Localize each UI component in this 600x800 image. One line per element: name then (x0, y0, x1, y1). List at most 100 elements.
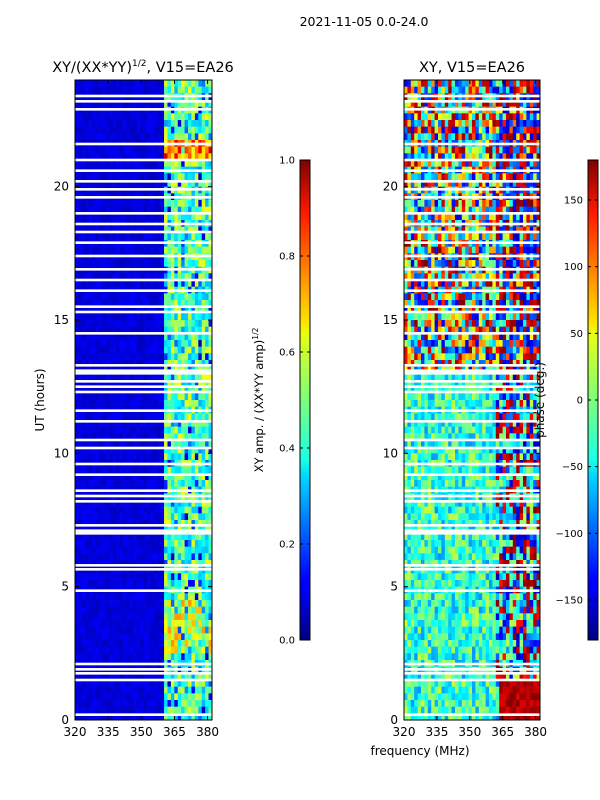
heatmap-cell (201, 646, 206, 654)
heatmap-cell (167, 633, 172, 641)
heatmap-cell (455, 113, 459, 121)
heatmap-cell (98, 260, 103, 268)
heatmap-cell (441, 146, 446, 154)
heatmap-cell (133, 173, 138, 181)
heatmap-cell (88, 133, 93, 141)
heatmap-cell (170, 133, 175, 141)
heatmap-cell (194, 386, 199, 394)
heatmap-cell (502, 120, 507, 128)
heatmap-cell (109, 466, 114, 474)
heatmap-cell (140, 706, 144, 714)
heatmap-cell (119, 553, 124, 561)
heatmap-cell (160, 160, 165, 168)
heatmap-cell (167, 506, 172, 514)
heatmap-cell (143, 400, 148, 408)
heatmap-cell (78, 606, 83, 614)
heatmap-cell (153, 713, 158, 721)
heatmap-cell (177, 246, 182, 254)
heatmap-cell (102, 213, 107, 221)
heatmap-cell (102, 693, 107, 701)
heatmap-cell (174, 686, 179, 694)
heatmap-cell (502, 246, 507, 254)
heatmap-cell (88, 433, 93, 441)
heatmap-cell (81, 360, 86, 368)
heatmap-cell (184, 506, 189, 514)
heatmap-cell (143, 686, 148, 694)
heatmap-cell (421, 233, 425, 241)
heatmap-cell (414, 120, 419, 128)
heatmap-cell (519, 126, 524, 134)
heatmap-cell (85, 213, 90, 221)
heatmap-cell (102, 160, 107, 168)
heatmap-cell (427, 206, 432, 214)
heatmap-cell (208, 153, 213, 161)
heatmap-cell (407, 246, 412, 254)
heatmap-cell (194, 146, 199, 154)
heatmap-cell (122, 126, 127, 134)
heatmap-cell (458, 133, 463, 141)
heatmap-cell (427, 146, 432, 154)
heatmap-cell (143, 706, 148, 714)
heatmap-cell (468, 120, 473, 128)
heatmap-cell (133, 233, 138, 241)
heatmap-cell (205, 680, 210, 688)
heatmap-cell (160, 713, 165, 721)
heatmap-cell (188, 393, 192, 401)
heatmap-cell (150, 320, 155, 328)
heatmap-cell (143, 640, 148, 648)
heatmap-cell (78, 713, 83, 721)
heatmap-cell (95, 573, 100, 581)
heatmap-cell (170, 300, 175, 308)
heatmap-cell (105, 440, 110, 448)
heatmap-cell (146, 226, 151, 234)
heatmap-cell (157, 153, 162, 161)
heatmap-cell (184, 133, 189, 141)
heatmap-cell (140, 280, 144, 288)
heatmap-cell (109, 626, 114, 634)
heatmap-cell (164, 233, 168, 241)
heatmap-cell (153, 513, 158, 521)
heatmap-cell (191, 593, 196, 601)
heatmap-cell (181, 533, 186, 541)
heatmap-cell (146, 126, 151, 134)
heatmap-cell (75, 346, 79, 354)
heatmap-cell (174, 313, 179, 321)
heatmap-cell (421, 206, 425, 214)
heatmap-cell (160, 546, 165, 554)
heatmap-cell (444, 226, 449, 234)
heatmap-cell (424, 180, 429, 188)
heatmap-cell (427, 213, 432, 221)
heatmap-cell (174, 200, 179, 208)
heatmap-cell (105, 206, 110, 214)
heatmap-cell (143, 646, 148, 654)
heatmap-cell (492, 213, 497, 221)
heatmap-cell (177, 693, 182, 701)
heatmap-cell (208, 633, 213, 641)
heatmap-cell (88, 446, 93, 454)
heatmap-cell (201, 320, 206, 328)
heatmap-cell (191, 686, 196, 694)
heatmap-cell (75, 700, 79, 708)
heatmap-cell (105, 520, 110, 528)
heatmap-cell (421, 160, 425, 168)
heatmap-cell (116, 400, 121, 408)
heatmap-cell (157, 320, 162, 328)
heatmap-cell (98, 146, 103, 154)
heatmap-cell (95, 246, 100, 254)
heatmap-cell (160, 573, 165, 581)
y-tick-label: 10 (54, 446, 69, 460)
heatmap-cell (95, 700, 100, 708)
heatmap-cell (95, 113, 100, 121)
heatmap-cell (116, 146, 121, 154)
heatmap-cell (177, 260, 182, 268)
heatmap-cell (198, 626, 203, 634)
heatmap-cell (150, 346, 155, 354)
heatmap-cell (208, 380, 213, 388)
heatmap-cell (461, 200, 466, 208)
heatmap-cell (143, 520, 148, 528)
heatmap-cell (143, 300, 148, 308)
heatmap-cell (146, 293, 151, 301)
heatmap-cell (181, 306, 186, 314)
heatmap-cell (489, 120, 493, 128)
heatmap-cell (78, 700, 83, 708)
